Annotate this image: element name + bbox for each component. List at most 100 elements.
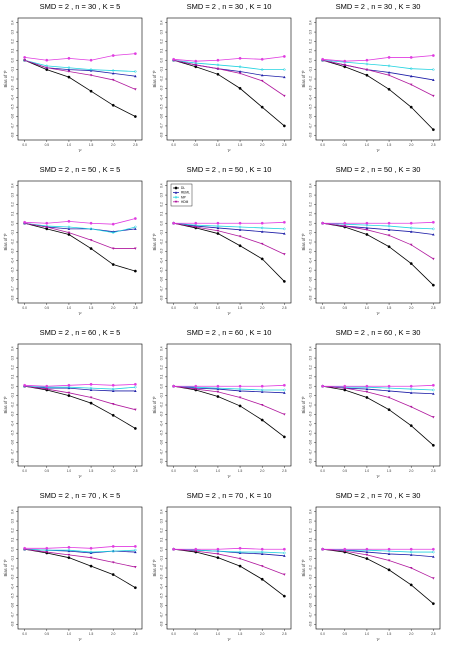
y-tick-label: -0.1	[309, 230, 313, 236]
data-point	[387, 549, 391, 553]
y-tick-label: -0.3	[160, 248, 164, 254]
data-point	[409, 387, 413, 391]
series-line	[322, 222, 434, 286]
series-line	[24, 222, 136, 272]
x-tick-label: 1.5	[238, 469, 243, 473]
y-tick-label: -0.3	[11, 574, 15, 580]
y-tick-label: -0.1	[160, 230, 164, 236]
legend-label: DL	[181, 186, 185, 190]
y-tick-label: -0.5	[160, 593, 164, 599]
data-point	[387, 386, 391, 390]
x-axis-label: τ²	[227, 148, 231, 153]
data-point	[67, 75, 71, 79]
series-line	[24, 53, 136, 61]
data-point	[387, 56, 391, 59]
series-line	[322, 548, 434, 579]
series-line	[173, 385, 285, 438]
y-tick-label: 0.2	[11, 528, 15, 533]
y-tick-label: -0.6	[11, 440, 15, 446]
data-point	[216, 384, 220, 388]
data-point	[23, 546, 27, 550]
data-point	[194, 59, 198, 63]
x-tick-label: 2.0	[409, 306, 414, 310]
y-tick-label: 0.0	[160, 547, 164, 552]
y-axis-label: Bias of τ̂²	[152, 396, 157, 414]
x-tick-label: 2.0	[111, 143, 116, 147]
plot-frame	[315, 180, 441, 304]
series-line	[24, 548, 136, 553]
y-tick-label: -0.8	[309, 621, 313, 627]
y-tick-label: -0.8	[309, 295, 313, 301]
x-tick-label: 1.0	[365, 469, 370, 473]
data-point	[133, 225, 138, 229]
y-tick-label: 0.2	[160, 365, 164, 370]
y-tick-label: -0.8	[11, 295, 15, 301]
plot-frame	[17, 506, 143, 630]
data-point	[216, 387, 220, 391]
y-tick-label: -0.7	[309, 123, 313, 129]
y-tick-label: -0.5	[309, 593, 313, 599]
y-axis-label: Bias of τ̂²	[301, 396, 306, 414]
series-line	[24, 385, 136, 429]
data-point	[260, 565, 264, 568]
y-tick-label: -0.5	[160, 104, 164, 110]
data-point	[238, 387, 242, 391]
x-tick-label: 1.5	[387, 469, 392, 473]
data-point	[111, 68, 115, 73]
data-point	[365, 390, 369, 394]
y-tick-label: -0.1	[160, 67, 164, 73]
legend-box	[170, 183, 193, 207]
series-line	[173, 548, 285, 597]
data-point	[283, 253, 286, 256]
y-tick-label: -0.6	[11, 114, 15, 120]
data-point	[387, 87, 391, 91]
data-point	[89, 546, 93, 550]
panel: SMD = 2 , n = 30 , K = 30 0.4 0.3 0.2 0.1 0.0…	[301, 2, 441, 153]
x-tick-label: 2.0	[260, 632, 265, 636]
x-tick-label: 0.0	[320, 632, 325, 636]
y-tick-label: 0.1	[11, 211, 15, 216]
panel-title: SMD = 2 , n = 30 , K = 10	[187, 2, 272, 11]
panel-title: SMD = 2 , n = 50 , K = 10	[187, 165, 272, 174]
data-point	[260, 221, 264, 225]
x-tick-label: 1.5	[387, 632, 392, 636]
x-axis-label: τ²	[78, 148, 82, 153]
data-point	[133, 269, 137, 273]
panel: SMD = 2 , n = 70 , K = 5 0.4 0.3 0.2 0.1 0.0 -…	[3, 491, 143, 642]
y-tick-label: 0.1	[160, 211, 164, 216]
x-tick-label: 0.0	[22, 306, 27, 310]
y-tick-label: -0.8	[309, 132, 313, 138]
panel-title: SMD = 2 , n = 70 , K = 10	[187, 491, 272, 500]
y-tick-label: 0.0	[309, 547, 313, 552]
panel: SMD = 2 , n = 30 , K = 5 0.4 0.3 0.2 0.1 0.0 -…	[3, 2, 143, 153]
plot-frame	[17, 17, 143, 141]
y-tick-label: -0.5	[160, 430, 164, 436]
data-point	[260, 242, 264, 246]
panel: SMD = 2 , n = 60 , K = 10 0.4 0.3 0.2 0.1 0.0…	[152, 328, 292, 479]
plot-frame	[166, 343, 292, 467]
y-tick-label: 0.1	[11, 537, 15, 542]
x-tick-label: 1.5	[238, 143, 243, 147]
data-point	[133, 382, 137, 386]
series-line	[24, 383, 136, 387]
data-point	[111, 403, 115, 406]
data-point	[431, 128, 435, 132]
y-tick-label: -0.3	[160, 411, 164, 417]
data-point	[409, 547, 413, 551]
x-tick-label: 0.0	[22, 632, 27, 636]
y-tick-label: 0.0	[309, 221, 313, 226]
y-axis-label: Bias of τ̂²	[152, 559, 157, 577]
panel-title: SMD = 2 , n = 30 , K = 5	[40, 2, 121, 11]
y-tick-label: -0.7	[160, 612, 164, 618]
x-tick-label: 2.0	[260, 469, 265, 473]
data-point	[111, 545, 115, 548]
y-tick-label: 0.1	[11, 374, 15, 379]
x-axis-label: τ²	[376, 474, 380, 479]
data-point	[67, 219, 71, 223]
data-point	[365, 233, 369, 236]
plot-frame	[315, 506, 441, 630]
y-tick-label: -0.2	[160, 239, 164, 245]
x-axis-label: τ²	[227, 474, 231, 479]
data-point	[111, 383, 115, 387]
y-tick-label: -0.4	[309, 584, 313, 590]
